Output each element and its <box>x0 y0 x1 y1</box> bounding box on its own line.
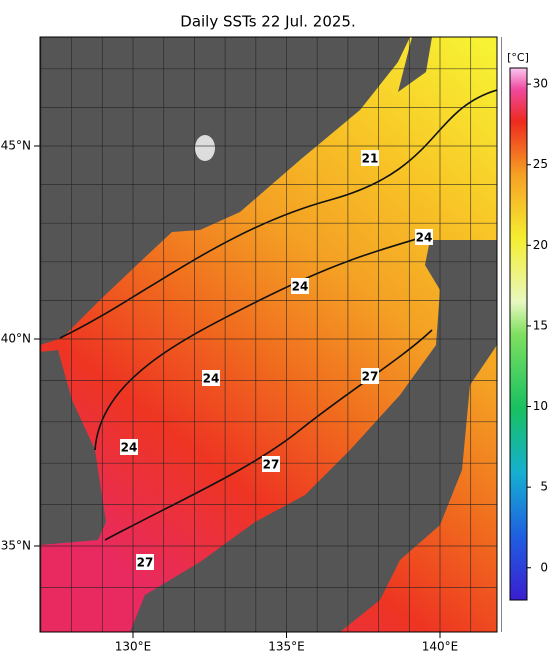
colorbar-label: 20 <box>533 238 548 252</box>
contour-line <box>59 89 497 339</box>
lon-label: 135°E <box>268 640 305 654</box>
contour-label-box <box>120 439 138 455</box>
colorbar-label: 5 <box>540 480 548 494</box>
contour-label-box <box>415 229 433 245</box>
contour-label: 24 <box>203 372 220 386</box>
contour-label-box <box>136 554 154 570</box>
contour-label-box <box>262 456 280 472</box>
island <box>195 135 215 161</box>
map-frame <box>39 36 498 633</box>
land-korea <box>40 350 106 545</box>
contour-label-box <box>202 370 220 386</box>
colorbar-label: 30 <box>533 77 548 91</box>
land-japan <box>130 240 497 632</box>
colorbar-label: 10 <box>533 399 548 413</box>
lon-label: 140°E <box>422 640 459 654</box>
contour-label-box <box>361 150 379 166</box>
colorbar-label: 0 <box>540 560 548 574</box>
map-area <box>40 37 497 632</box>
colorbar <box>509 67 528 601</box>
colorbar-unit: [°C] <box>507 51 529 64</box>
colorbar-label: 15 <box>533 318 548 332</box>
lat-label: 40°N <box>1 332 31 346</box>
graticule: 45°N 40°N 35°N 130°E 135°E 140°E <box>1 37 502 654</box>
contour-label: 27 <box>137 556 154 570</box>
contour-label: 24 <box>121 441 138 455</box>
contour-label-box <box>361 368 379 384</box>
contour-label: 24 <box>416 231 433 245</box>
contour-label: 24 <box>292 280 309 294</box>
contour-label: 21 <box>362 152 379 166</box>
lat-label: 45°N <box>1 139 31 153</box>
map-title: Daily SSTs 22 Jul. 2025. <box>180 13 355 31</box>
contour-label: 27 <box>263 458 280 472</box>
contour-label-box <box>291 278 309 294</box>
contour-line <box>104 329 433 541</box>
contour-labels: 21 24 24 24 24 27 27 27 <box>120 150 433 570</box>
colorbar-label: 25 <box>533 157 548 171</box>
contour-label: 27 <box>362 370 379 384</box>
lat-label: 35°N <box>1 539 31 553</box>
land-sakhalin <box>398 37 432 92</box>
lon-label: 130°E <box>115 640 152 654</box>
